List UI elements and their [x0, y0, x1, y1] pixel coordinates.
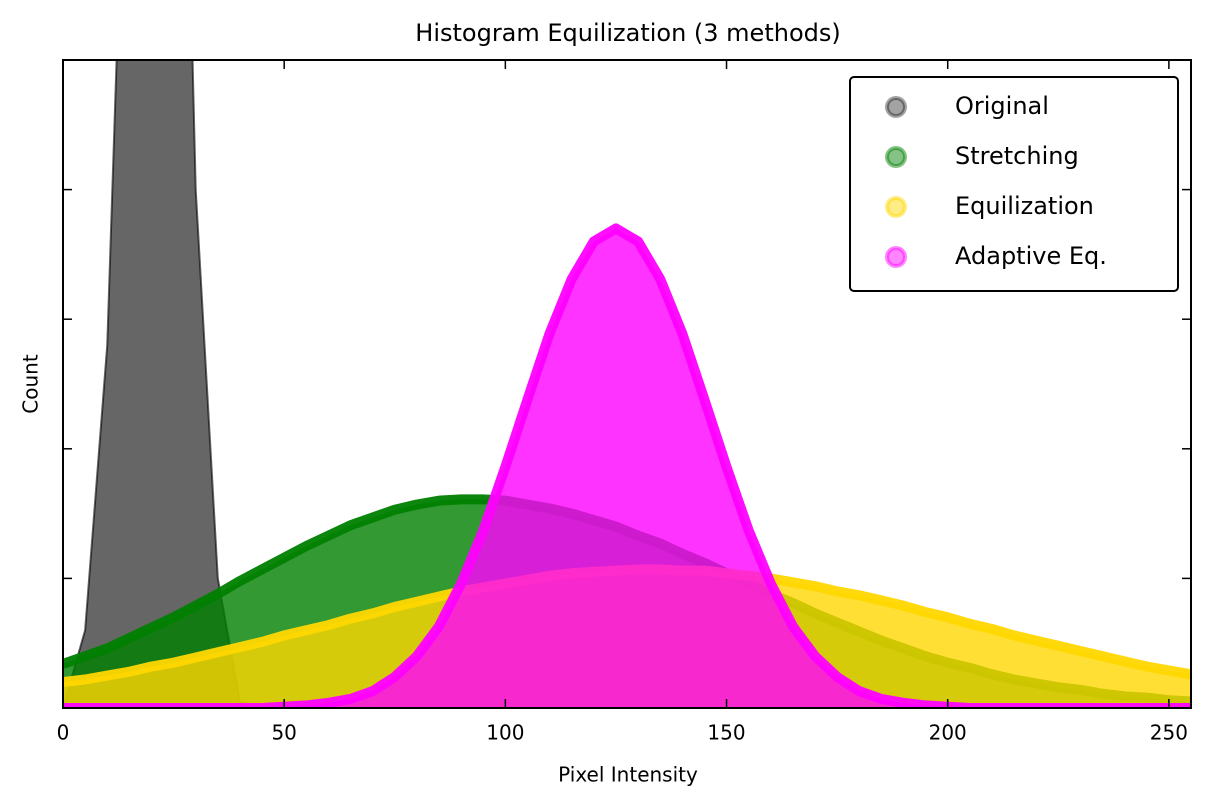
- legend-label: Original: [955, 92, 1049, 120]
- x-tick-label: 0: [57, 721, 70, 745]
- x-tick-label: 200: [929, 721, 967, 745]
- plot-frame: [62, 59, 1192, 709]
- legend-marker: [885, 246, 907, 268]
- area-fill: [63, 228, 1191, 708]
- legend-marker: [885, 96, 907, 118]
- legend-marker: [885, 196, 907, 218]
- y-axis-label: Count: [19, 354, 43, 414]
- legend-marker: [885, 146, 907, 168]
- legend-label: Equilization: [955, 192, 1094, 220]
- legend-frame: [849, 76, 1179, 292]
- plot-area: [63, 60, 1191, 708]
- x-tick-label: 50: [271, 721, 296, 745]
- chart-title: Histogram Equilization (3 methods): [415, 19, 840, 47]
- x-tick-label: 100: [486, 721, 524, 745]
- area-line: [63, 223, 1191, 708]
- legend-label: Stretching: [955, 142, 1079, 170]
- x-axis-label: Pixel Intensity: [558, 763, 698, 787]
- legend-label: Adaptive Eq.: [955, 242, 1107, 270]
- x-tick-label: 250: [1150, 721, 1188, 745]
- x-tick-label: 150: [707, 721, 745, 745]
- legend: Original Stretching Equilization Adaptive E…: [849, 76, 1179, 292]
